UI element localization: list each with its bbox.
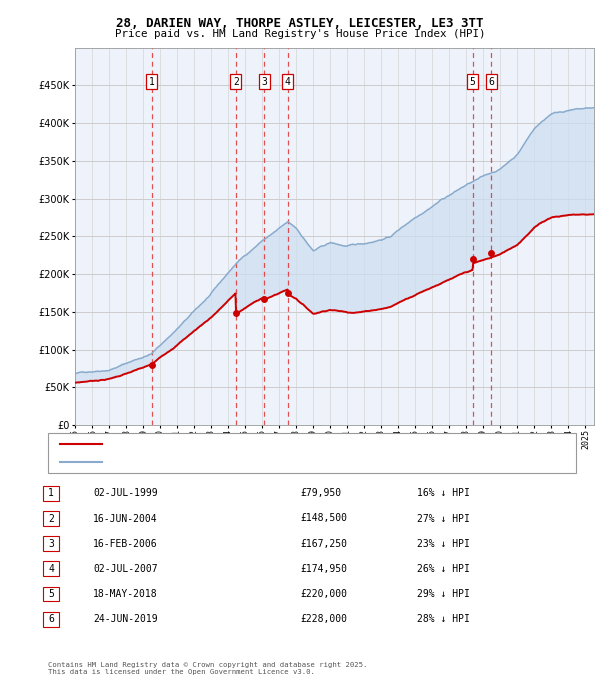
Text: 16-FEB-2006: 16-FEB-2006 (93, 539, 158, 549)
Text: 28, DARIEN WAY, THORPE ASTLEY, LEICESTER, LE3 3TT: 28, DARIEN WAY, THORPE ASTLEY, LEICESTER… (116, 17, 484, 30)
Text: 2: 2 (233, 77, 239, 86)
Text: 29% ↓ HPI: 29% ↓ HPI (417, 589, 470, 599)
Text: £148,500: £148,500 (300, 513, 347, 524)
Text: 1: 1 (48, 488, 54, 498)
Text: 02-JUL-2007: 02-JUL-2007 (93, 564, 158, 574)
Text: Price paid vs. HM Land Registry's House Price Index (HPI): Price paid vs. HM Land Registry's House … (115, 29, 485, 39)
Text: 16-JUN-2004: 16-JUN-2004 (93, 513, 158, 524)
Text: 24-JUN-2019: 24-JUN-2019 (93, 614, 158, 624)
Text: HPI: Average price, detached house, Blaby: HPI: Average price, detached house, Blab… (108, 457, 323, 466)
Text: 28, DARIEN WAY, THORPE ASTLEY, LEICESTER, LE3 3TT (detached house): 28, DARIEN WAY, THORPE ASTLEY, LEICESTER… (108, 440, 455, 449)
Text: 28% ↓ HPI: 28% ↓ HPI (417, 614, 470, 624)
Text: 6: 6 (488, 77, 494, 86)
Text: £174,950: £174,950 (300, 564, 347, 574)
Text: 5: 5 (48, 589, 54, 599)
Text: £79,950: £79,950 (300, 488, 341, 498)
Text: 18-MAY-2018: 18-MAY-2018 (93, 589, 158, 599)
Text: Contains HM Land Registry data © Crown copyright and database right 2025.
This d: Contains HM Land Registry data © Crown c… (48, 662, 367, 675)
Text: 5: 5 (470, 77, 476, 86)
Text: 4: 4 (48, 564, 54, 574)
Text: £167,250: £167,250 (300, 539, 347, 549)
Text: 16% ↓ HPI: 16% ↓ HPI (417, 488, 470, 498)
Text: 3: 3 (261, 77, 267, 86)
Text: £220,000: £220,000 (300, 589, 347, 599)
Text: 26% ↓ HPI: 26% ↓ HPI (417, 564, 470, 574)
Text: 23% ↓ HPI: 23% ↓ HPI (417, 539, 470, 549)
Text: 3: 3 (48, 539, 54, 549)
Text: 2: 2 (48, 513, 54, 524)
Text: 02-JUL-1999: 02-JUL-1999 (93, 488, 158, 498)
Text: 1: 1 (149, 77, 155, 86)
Text: £228,000: £228,000 (300, 614, 347, 624)
Text: 27% ↓ HPI: 27% ↓ HPI (417, 513, 470, 524)
Text: 4: 4 (285, 77, 290, 86)
Text: 6: 6 (48, 614, 54, 624)
